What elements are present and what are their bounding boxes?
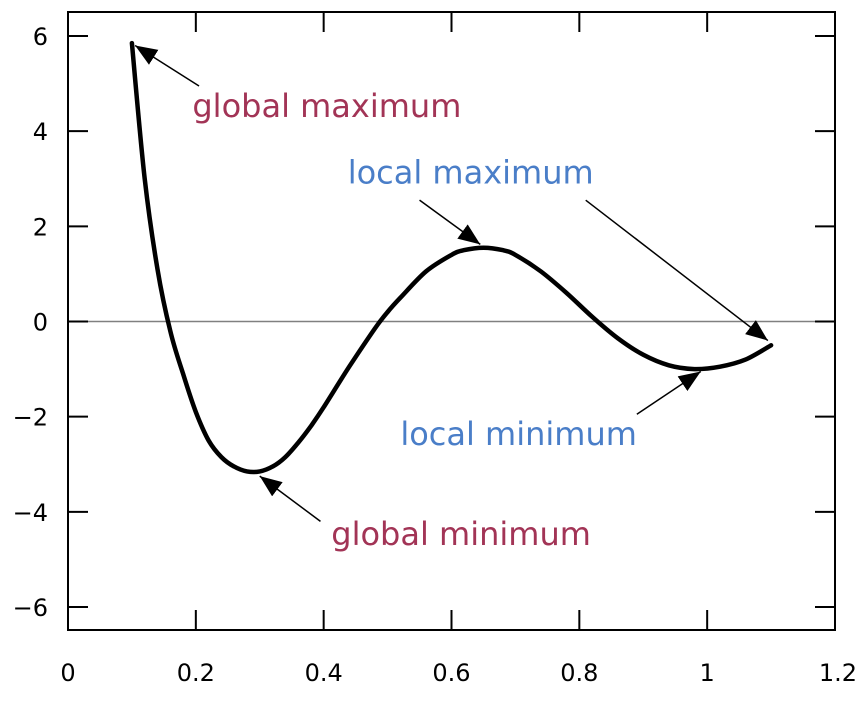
x-tick-label: 0 [60,659,75,687]
x-tick-label: 1.2 [819,659,857,687]
y-tick-label: 0 [33,309,48,337]
x-tick-label: 1 [700,659,715,687]
y-tick-label: −2 [13,404,48,432]
y-tick-label: 6 [33,23,48,51]
x-tick-label: 0.8 [560,659,598,687]
y-tick-label: −6 [13,594,48,622]
annotation-arrow [259,475,321,522]
annotation-arrow [585,199,769,342]
axis-tick-labels: 6 4 2 0 −2 −4 −6 0 0.2 0.4 0.6 0.8 1 1.2 [13,23,857,687]
annotation-label: global minimum [331,515,591,553]
axis-ticks [68,12,835,630]
curve-line [129,40,774,475]
y-tick-label: 4 [33,118,48,146]
x-tick-label: 0.2 [177,659,215,687]
x-tick-label: 0.6 [432,659,470,687]
annotation-arrow [419,199,481,246]
y-tick-label: −4 [13,499,48,527]
annotation-arrow [636,370,702,415]
annotation-label: local maximum [348,154,594,192]
annotation-label: global maximum [192,87,461,125]
y-tick-label: 2 [33,213,48,241]
x-tick-label: 0.4 [305,659,343,687]
annotations: global maximum local maximum local minimum… [134,44,769,553]
annotation-arrow [134,44,200,87]
annotation-label: local minimum [400,415,637,453]
